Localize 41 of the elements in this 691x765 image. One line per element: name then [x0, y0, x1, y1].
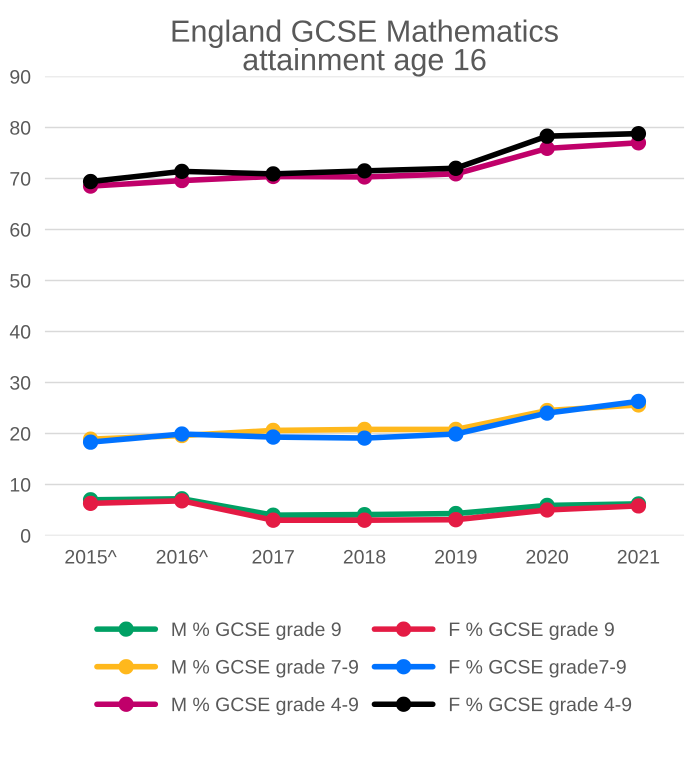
point [82, 496, 98, 512]
point [82, 434, 98, 450]
y-tick-label: 70 [10, 172, 30, 186]
x-tick-label: 2017 [252, 550, 294, 564]
point [448, 512, 464, 528]
y-tick-label: 30 [10, 376, 30, 390]
point [266, 429, 281, 445]
legend-label: F % GCSE grade7-9 [450, 659, 626, 678]
x-tick-label: 2019 [435, 550, 477, 564]
x-tick-label: 2018 [344, 550, 386, 564]
x-tick-label: 2016^ [156, 550, 208, 564]
y-tick-label: 20 [10, 426, 30, 441]
y-tick-label: 50 [10, 274, 30, 288]
legend-label: M % GCSE grade 4-9 [172, 696, 358, 716]
legend-label: M % GCSE grade 9 [172, 622, 341, 640]
point [174, 164, 190, 179]
point [266, 512, 281, 528]
y-tick-label: 0 [20, 528, 30, 543]
legend-label: F % GCSE grade 4-9 [450, 696, 632, 716]
y-tick-label: 40 [10, 324, 30, 339]
y-tick-label: 60 [10, 222, 30, 237]
legend-label: M % GCSE grade 7-9 [172, 659, 358, 678]
chart-title: England GCSE Mathematics attainment age 16 [172, 20, 558, 76]
point [539, 128, 555, 144]
x-tick-label: 2021 [618, 550, 660, 564]
y-tick-label: 10 [10, 478, 30, 492]
point [448, 426, 464, 442]
legend-label: F % GCSE grade 9 [450, 622, 614, 640]
point [539, 140, 555, 156]
point [356, 430, 372, 446]
point [356, 163, 372, 178]
point [630, 126, 646, 142]
x-tick-label: 2015^ [65, 550, 117, 564]
point [356, 512, 372, 528]
point [539, 502, 555, 518]
x-tick-label: 2020 [526, 550, 568, 564]
point [630, 394, 646, 410]
y-tick-label: 80 [10, 120, 30, 135]
point [448, 160, 464, 176]
y-tick-label: 90 [10, 70, 30, 84]
point [82, 174, 98, 190]
